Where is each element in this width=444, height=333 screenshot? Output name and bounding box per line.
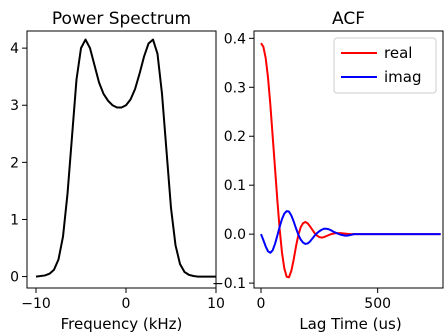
y-tick-label: 0.2 <box>224 129 246 145</box>
power-spectrum-chart: Power Spectrum Frequency (kHz) −10 0 10012… <box>10 9 225 333</box>
y-tick-label: 0.1 <box>224 178 246 194</box>
ticks: 0 500 −0.1 0.0 0.1 0.2 0.3 0.4 <box>212 31 391 312</box>
series-group <box>35 38 216 278</box>
legend-box <box>333 37 437 94</box>
x-tick-label: 10 <box>207 296 225 312</box>
chart-title: ACF <box>332 9 365 29</box>
y-tick-label: 4 <box>10 41 19 57</box>
plot-frame <box>253 30 444 289</box>
series-group <box>260 42 441 279</box>
series-line-real <box>260 42 441 279</box>
legend-label-real: real <box>384 44 412 62</box>
y-tick-label: 1 <box>10 212 19 228</box>
y-tick-label: 0.4 <box>224 31 246 47</box>
acf-chart: ACF Lag Time (us) 0 500 −0.1 0.0 0.1 0.2 0.3 0.… <box>212 9 444 333</box>
y-tick-label: 0.3 <box>224 80 246 96</box>
y-tick-label: 3 <box>10 98 19 114</box>
x-tick-label: 0 <box>122 296 131 312</box>
chart-title: Power Spectrum <box>52 9 191 29</box>
plot-frame <box>26 30 217 289</box>
y-tick-label: 0.0 <box>224 227 246 243</box>
legend-label-imag: imag <box>384 68 422 86</box>
x-tick-label: 500 <box>364 296 391 312</box>
y-tick-label: −0.1 <box>212 276 246 292</box>
x-tick-label: 0 <box>257 296 266 312</box>
x-tick-label: −10 <box>21 296 51 312</box>
y-tick-label: 2 <box>10 155 19 171</box>
x-axis-label: Lag Time (us) <box>299 315 401 333</box>
series-line-imag <box>260 210 441 254</box>
y-tick-label: 0 <box>10 270 19 286</box>
legend: real imag <box>333 37 437 94</box>
x-axis-label: Frequency (kHz) <box>61 315 183 333</box>
series-line <box>35 38 216 278</box>
